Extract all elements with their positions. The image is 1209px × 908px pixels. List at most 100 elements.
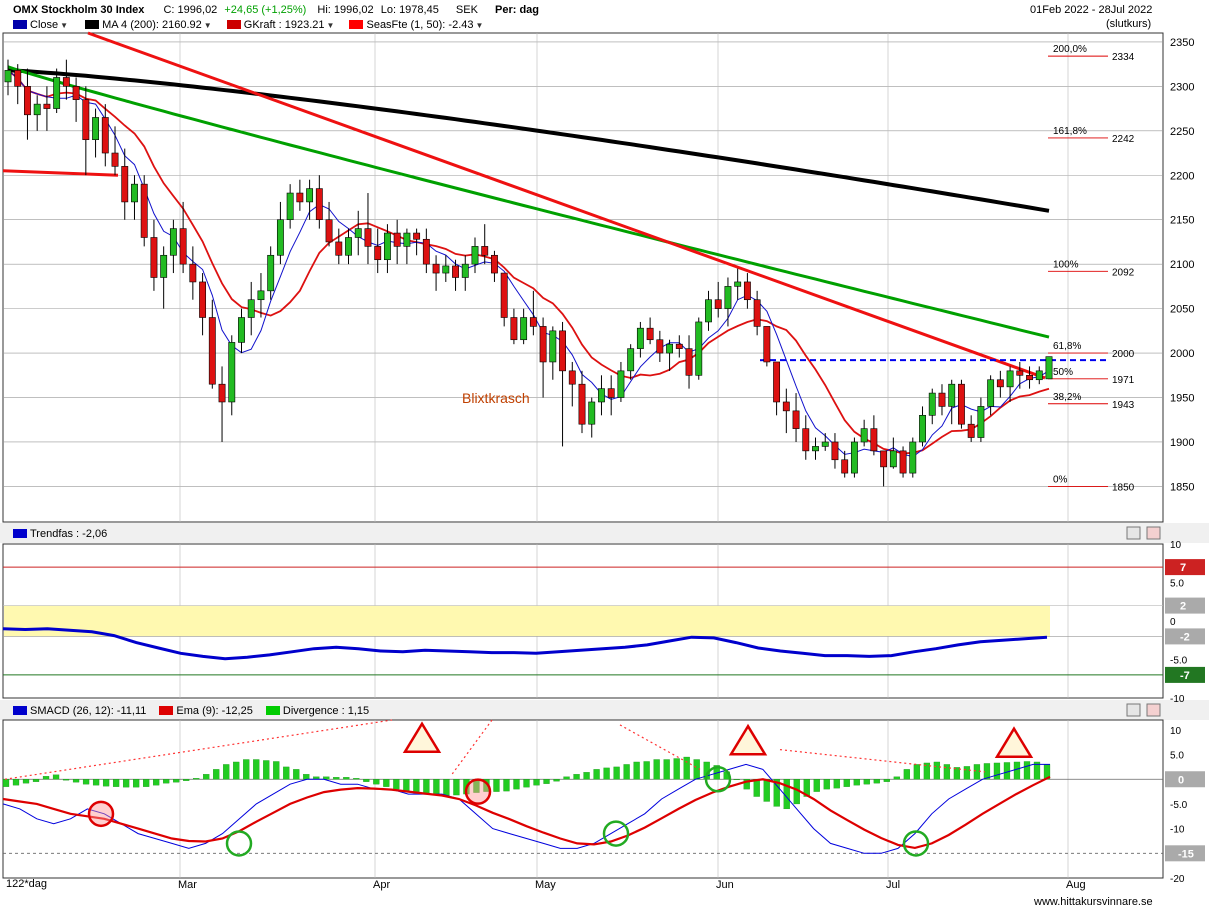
divergence-bar (843, 779, 850, 787)
candle-body (481, 246, 489, 256)
candle-body (452, 265, 459, 278)
divergence-bar (873, 779, 880, 784)
divergence-bar (383, 779, 390, 787)
candle-body (675, 343, 683, 349)
divergence-bar (823, 779, 830, 790)
candle-body (315, 188, 323, 221)
candle-body (831, 441, 839, 461)
level-badge (1165, 666, 1205, 683)
divergence-bar (203, 774, 210, 780)
trend-legend[interactable]: Trendfas : -2,06 (13, 528, 107, 540)
macd-header-bar (0, 700, 1209, 720)
candle-body (636, 327, 644, 349)
divergence-bar (443, 779, 450, 796)
divergence-bar (553, 779, 560, 782)
chevron-down-icon[interactable]: ▼ (326, 21, 335, 30)
divergence-bar (1013, 761, 1021, 780)
divergence-bar (543, 779, 550, 784)
legend-divergence[interactable]: Divergence : 1,15 (265, 705, 369, 717)
candle-body (958, 383, 965, 425)
divergence-bar (673, 758, 680, 780)
candle-body (841, 459, 849, 474)
candle-body (1026, 374, 1033, 381)
candle-body (267, 254, 275, 292)
fib-pct-label: 50% (1053, 367, 1073, 378)
divergence-bar (143, 779, 150, 787)
legend-ema[interactable]: Ema (9): -12,25 (159, 705, 253, 717)
candle-body (578, 383, 586, 425)
x-tick-label: Mar (178, 879, 197, 891)
divergence-bar (213, 769, 220, 780)
candle-body (695, 321, 703, 376)
level-badge (1165, 771, 1205, 788)
chevron-down-icon[interactable]: ▼ (475, 21, 484, 30)
candle-body (510, 317, 518, 341)
divergence-bar (413, 779, 420, 794)
divergence-bar (753, 779, 760, 797)
candle-body (383, 232, 391, 261)
candle-body (131, 183, 138, 203)
footer-link[interactable]: www.hittakursvinnare.se (1034, 896, 1153, 908)
candle-body (218, 383, 226, 403)
candle-body (880, 450, 888, 468)
candle-body (529, 317, 537, 327)
fib-pct-label: 38,2% (1053, 392, 1081, 403)
fib-pct-label: 61,8% (1053, 341, 1081, 352)
divergence-bar (293, 769, 300, 780)
level-badge-label: 0 (1178, 774, 1184, 786)
candle-body (500, 272, 508, 318)
y-tick-label: 10 (1170, 540, 1182, 551)
candle-body (568, 370, 576, 385)
divergence-bar (533, 779, 540, 786)
candle-body (62, 77, 70, 87)
divergence-bar (52, 774, 60, 780)
candle-body (782, 401, 790, 412)
fib-pct-label: 200,0% (1053, 44, 1087, 55)
legend-ma200[interactable]: MA 4 (200): 2160.92 ▼ (85, 19, 212, 31)
legend-smacd[interactable]: SMACD (26, 12): -11,11 (13, 705, 146, 717)
fib-value-label: 2092 (1112, 267, 1135, 278)
candle-body (938, 392, 946, 407)
candle-body (374, 246, 382, 261)
close-swatch (13, 20, 27, 29)
legend-gkraft[interactable]: GKraft : 1923.21 ▼ (226, 19, 335, 31)
divergence-bar (923, 762, 931, 780)
divergence-bar (102, 779, 110, 787)
divergence-bar (353, 778, 360, 780)
close-value: C: 1996,02 (163, 4, 218, 16)
y-tick-label: 1950 (1170, 393, 1194, 405)
divergence-bar (603, 767, 610, 780)
divergence-bar (333, 777, 340, 780)
candle-body (967, 423, 975, 438)
divergence-bar (233, 761, 240, 780)
y-tick-label: 2150 (1170, 215, 1194, 227)
level-badge-label: -15 (1178, 848, 1194, 860)
divergence-bar (963, 766, 971, 780)
divergence-bar (953, 767, 961, 780)
candle-body (403, 232, 411, 247)
sell-signal-circle (464, 778, 492, 805)
legend-seasfte[interactable]: SeasFte (1, 50): -2.43 ▼ (349, 19, 483, 31)
divergence-bar (243, 759, 250, 780)
chevron-down-icon[interactable]: ▼ (60, 21, 69, 30)
annotation-label: Blixtkrasch (462, 390, 530, 406)
divergence-bar (92, 779, 100, 786)
divergence-guide (779, 749, 986, 773)
divergence-bar (663, 759, 670, 780)
divergence-bar (2, 779, 10, 787)
candle-body (169, 228, 177, 256)
divergence-bar (583, 772, 590, 780)
candle-body (393, 232, 401, 247)
divergence-bar (1033, 761, 1041, 780)
divergence-bar (1003, 762, 1011, 780)
wrench-icon (1126, 703, 1141, 717)
chevron-down-icon[interactable]: ▼ (203, 21, 212, 30)
candle-body (257, 290, 265, 301)
y-tick-label: 2300 (1170, 81, 1194, 93)
legend-close[interactable]: Close ▼ (13, 19, 68, 31)
divergence-bar (573, 774, 580, 780)
candle-body (111, 152, 119, 167)
fib-pct-label: 0% (1053, 474, 1068, 485)
divergence-bar (653, 759, 660, 780)
